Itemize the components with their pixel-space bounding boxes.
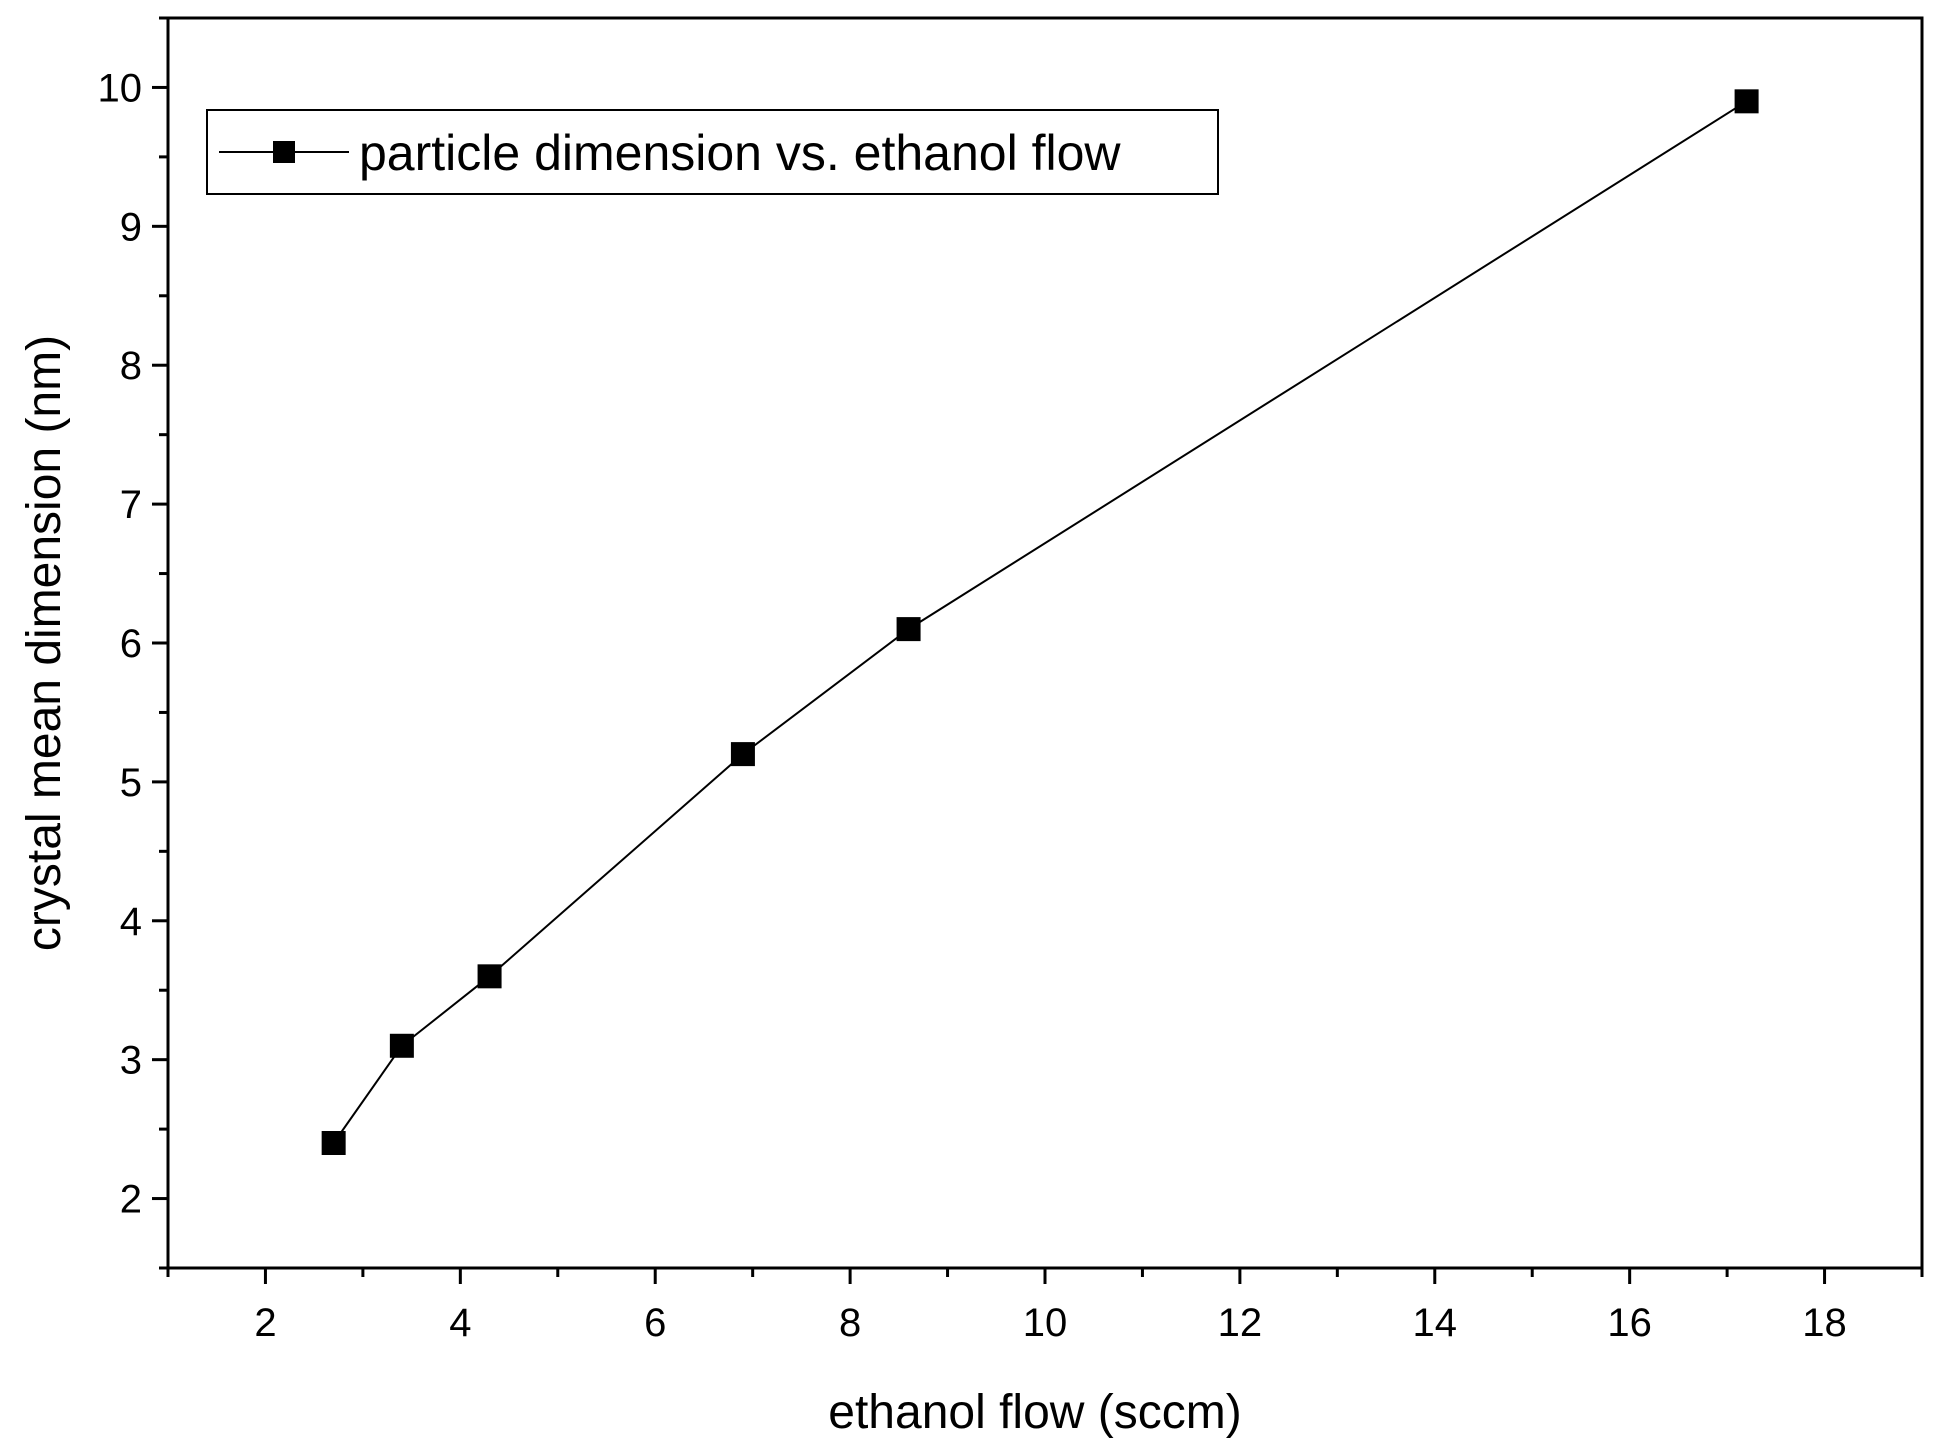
data-point	[1734, 89, 1759, 114]
y-tick-label: 6	[120, 622, 142, 666]
data-point	[896, 617, 921, 642]
y-tick-label: 5	[120, 761, 142, 805]
series-layer	[321, 89, 1759, 1155]
series-line	[332, 100, 1748, 1144]
y-tick-label: 9	[120, 205, 142, 249]
y-tick-label: 7	[120, 483, 142, 527]
data-point	[389, 1033, 414, 1058]
x-tick-label: 18	[1802, 1301, 1847, 1345]
y-tick-label: 4	[120, 900, 142, 944]
x-tick-label: 12	[1218, 1301, 1263, 1345]
y-tick-label: 3	[120, 1039, 142, 1083]
legend-box	[206, 109, 1219, 195]
x-tick-label: 6	[644, 1301, 666, 1345]
y-tick-label: 8	[120, 344, 142, 388]
x-axis-title: ethanol flow (sccm)	[828, 1386, 1241, 1439]
legend-marker	[273, 141, 295, 163]
x-tick-label: 2	[254, 1301, 276, 1345]
x-tick-label: 10	[1023, 1301, 1068, 1345]
y-axis-title: crystal mean dimension (nm)	[18, 335, 71, 951]
legend-label: particle dimension vs. ethanol flow	[359, 125, 1121, 181]
x-axis: 2 4 6 8 10 12 14 16 18	[166, 1268, 1924, 1345]
x-tick-label: 8	[839, 1301, 861, 1345]
data-point	[730, 742, 755, 767]
y-tick-label: 2	[120, 1178, 142, 1222]
plot-border	[166, 16, 1924, 1270]
x-tick-label: 14	[1413, 1301, 1458, 1345]
legend: particle dimension vs. ethanol flow	[206, 109, 1219, 195]
y-axis: 2 3 4 5 6 7 8 9 10	[98, 16, 168, 1270]
plot-frame	[166, 16, 1924, 1270]
y-tick-label: 10	[98, 66, 143, 110]
x-tick-label: 4	[449, 1301, 471, 1345]
x-tick-label: 16	[1607, 1301, 1652, 1345]
data-point	[477, 964, 502, 989]
data-point	[321, 1131, 346, 1155]
